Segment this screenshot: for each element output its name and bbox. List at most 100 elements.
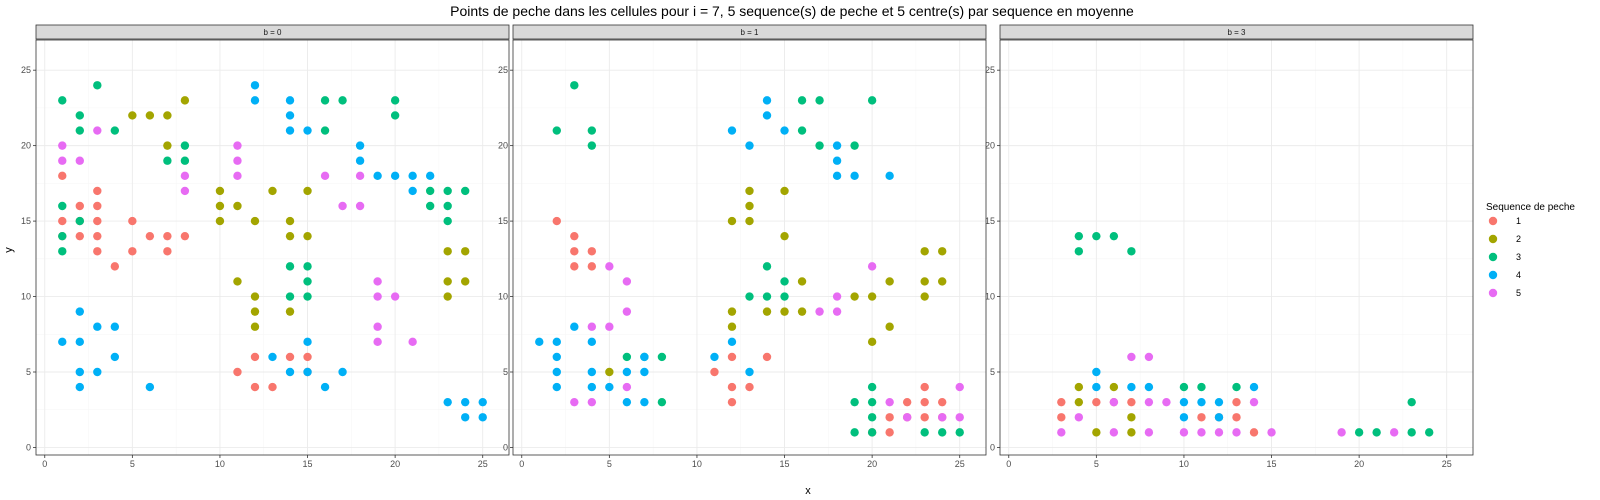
- y-tick-label: 15: [498, 216, 508, 226]
- data-point-seq-3: [867, 413, 877, 422]
- data-point-seq-4: [745, 367, 754, 377]
- x-tick-label: 15: [303, 459, 313, 469]
- data-point-seq-2: [285, 307, 295, 316]
- data-point-seq-2: [850, 292, 859, 301]
- facet-panel-3: b = 3 0 5 10 15 20 25 0 5 10 15 20 25: [985, 24, 1474, 469]
- y-axis: 0 5 10 15 20 25: [498, 65, 513, 452]
- data-point-seq-3: [762, 292, 772, 301]
- x-tick-label: 10: [1179, 459, 1189, 469]
- data-point-seq-2: [233, 277, 242, 286]
- panel-background: [513, 40, 986, 455]
- data-point-seq-1: [1092, 397, 1101, 407]
- data-point-seq-2: [1127, 428, 1136, 437]
- data-point-seq-5: [1214, 428, 1224, 437]
- data-point-seq-4: [303, 367, 312, 377]
- data-point-seq-2: [285, 216, 295, 226]
- data-point-seq-3: [58, 231, 67, 241]
- data-point-seq-2: [233, 201, 242, 211]
- data-point-seq-4: [390, 171, 400, 181]
- data-point-seq-5: [373, 292, 382, 301]
- data-point-seq-3: [1197, 382, 1206, 392]
- x-tick-label: 0: [519, 459, 524, 469]
- data-point-seq-2: [303, 186, 312, 196]
- data-point-seq-5: [1057, 428, 1066, 437]
- data-point-seq-1: [587, 262, 597, 271]
- data-point-seq-5: [233, 156, 242, 165]
- data-point-seq-1: [570, 247, 579, 256]
- data-point-seq-1: [552, 216, 561, 226]
- data-point-seq-3: [815, 141, 824, 150]
- data-point-seq-4: [1144, 382, 1154, 392]
- data-point-seq-5: [1127, 352, 1136, 362]
- data-point-seq-2: [1127, 413, 1136, 422]
- data-point-seq-5: [622, 382, 632, 392]
- data-point-seq-2: [605, 367, 614, 377]
- data-point-seq-5: [355, 201, 365, 211]
- data-point-seq-1: [1232, 413, 1241, 422]
- data-point-seq-4: [1092, 382, 1101, 392]
- data-point-seq-3: [850, 141, 859, 150]
- panel-background: [36, 40, 509, 455]
- data-point-seq-2: [920, 292, 929, 301]
- data-point-seq-2: [461, 247, 470, 256]
- x-axis: 0 5 10 15 20 25: [519, 455, 965, 469]
- y-tick-label: 10: [498, 292, 508, 302]
- y-tick-label: 0: [503, 442, 508, 452]
- data-point-seq-4: [622, 397, 632, 407]
- data-point-seq-2: [727, 322, 737, 331]
- data-point-seq-4: [110, 352, 120, 362]
- data-point-seq-3: [920, 428, 929, 437]
- x-axis: 0 5 10 15 20 25: [42, 455, 488, 469]
- data-point-seq-4: [75, 307, 84, 316]
- data-point-seq-4: [832, 156, 842, 165]
- legend-items: 1 2 3 4 5: [1488, 216, 1521, 298]
- data-point-seq-5: [587, 322, 597, 331]
- data-point-seq-4: [461, 397, 470, 407]
- data-point-seq-5: [233, 141, 242, 150]
- data-point-seq-1: [920, 413, 929, 422]
- data-point-seq-3: [587, 126, 597, 135]
- data-point-seq-4: [285, 111, 295, 120]
- data-point-seq-3: [657, 397, 667, 407]
- data-point-seq-5: [902, 413, 912, 422]
- data-points: [58, 81, 487, 422]
- data-point-seq-4: [408, 186, 417, 196]
- data-point-seq-5: [1197, 428, 1206, 437]
- y-axis-label: y: [3, 247, 15, 253]
- data-point-seq-5: [233, 171, 242, 181]
- data-point-seq-3: [1074, 231, 1084, 241]
- x-tick-label: 20: [867, 459, 877, 469]
- data-point-seq-3: [1109, 231, 1119, 241]
- data-point-seq-3: [425, 186, 435, 196]
- data-point-seq-4: [285, 126, 295, 135]
- x-tick-label: 20: [1354, 459, 1364, 469]
- data-point-seq-4: [1249, 382, 1259, 392]
- data-point-seq-4: [338, 367, 347, 377]
- data-point-seq-3: [75, 216, 84, 226]
- data-point-seq-1: [110, 262, 120, 271]
- x-tick-label: 20: [390, 459, 400, 469]
- data-point-seq-4: [552, 367, 561, 377]
- data-point-seq-5: [1179, 428, 1189, 437]
- data-point-seq-5: [587, 397, 597, 407]
- data-point-seq-5: [1144, 397, 1154, 407]
- data-point-seq-2: [180, 96, 190, 105]
- data-point-seq-2: [1109, 382, 1119, 392]
- data-point-seq-1: [902, 397, 912, 407]
- data-point-seq-4: [1092, 367, 1101, 377]
- facet-strip-label: b = 0: [263, 28, 282, 37]
- data-point-seq-3: [797, 96, 807, 105]
- data-point-seq-1: [93, 247, 102, 256]
- data-point-seq-5: [955, 382, 964, 392]
- data-point-seq-2: [268, 186, 277, 196]
- data-point-seq-2: [920, 277, 929, 286]
- data-point-seq-1: [163, 247, 172, 256]
- data-point-seq-3: [425, 201, 435, 211]
- data-point-seq-2: [867, 292, 877, 301]
- data-point-seq-3: [338, 96, 347, 105]
- data-point-seq-4: [587, 337, 597, 347]
- legend-key-5: [1488, 288, 1498, 298]
- data-point-seq-3: [1092, 231, 1101, 241]
- data-point-seq-1: [58, 216, 67, 226]
